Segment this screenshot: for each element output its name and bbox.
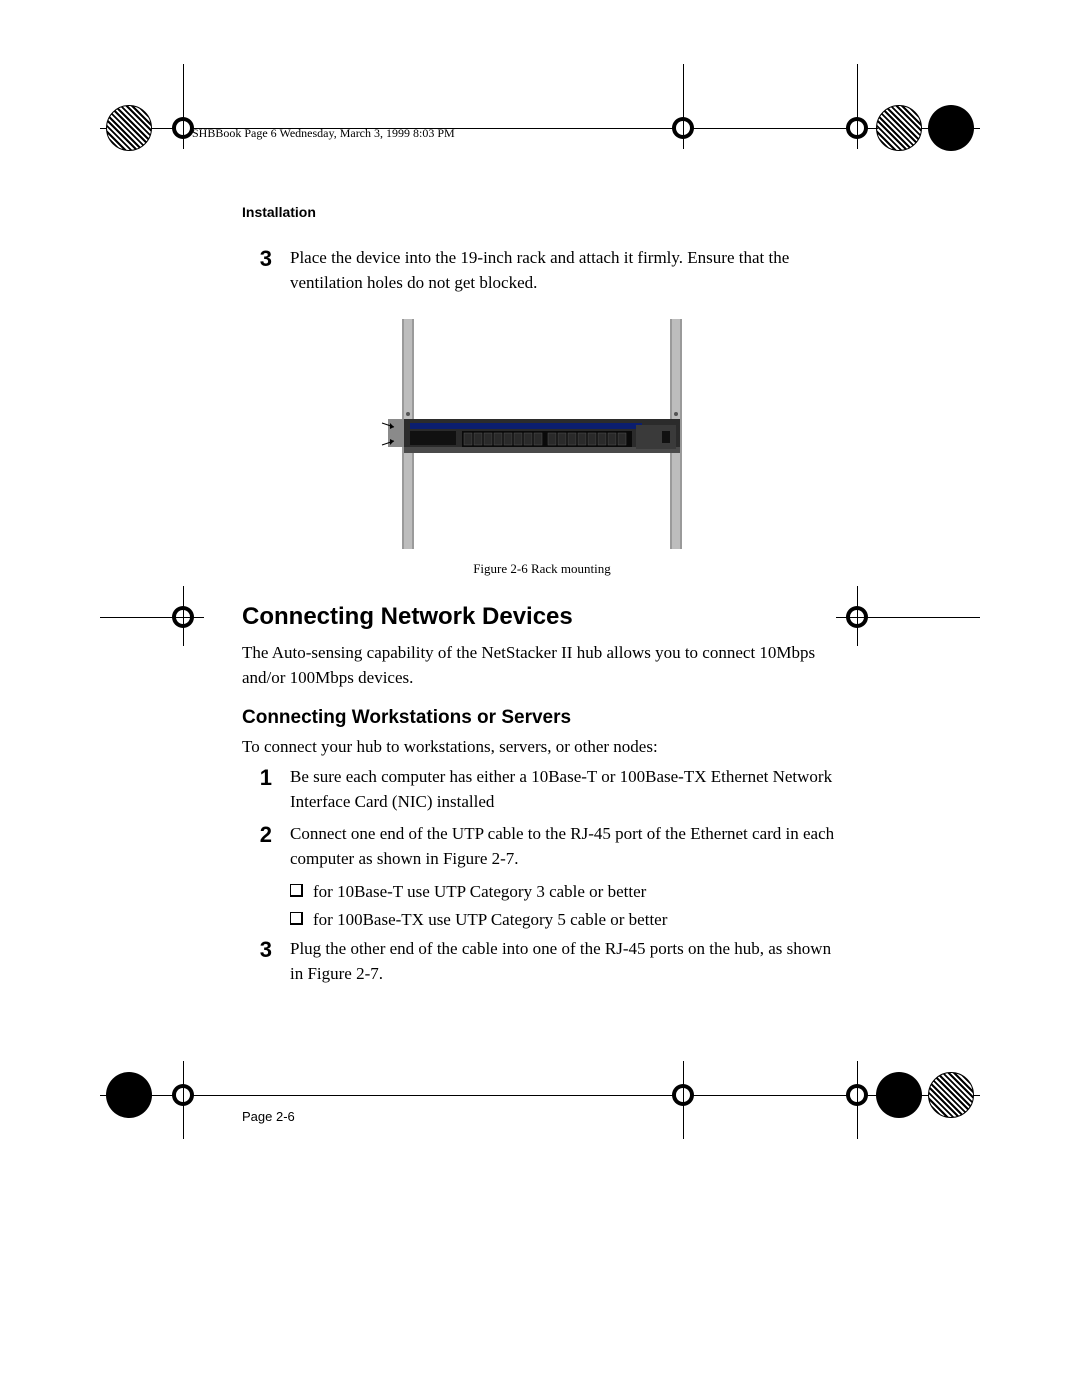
list-step: 1 Be sure each computer has either a 10B… bbox=[242, 765, 842, 814]
install-step: 3 Place the device into the 19-inch rack… bbox=[242, 246, 842, 295]
step-number: 3 bbox=[242, 248, 290, 270]
crop-marks-bottom bbox=[112, 1051, 968, 1141]
figure-caption: Figure 2-6 Rack mounting bbox=[473, 561, 611, 577]
subsection-heading: Connecting Workstations or Servers bbox=[242, 707, 842, 729]
bullet-item: for 100Base-TX use UTP Category 5 cable … bbox=[290, 908, 842, 933]
page-sheet: SHBBook Page 6 Wednesday, March 3, 1999 … bbox=[112, 86, 968, 1196]
step-number: 2 bbox=[242, 824, 290, 846]
print-meta-header: SHBBook Page 6 Wednesday, March 3, 1999 … bbox=[192, 126, 455, 141]
list-step: 2 Connect one end of the UTP cable to th… bbox=[242, 822, 842, 871]
checkbox-bullet-icon bbox=[290, 884, 303, 897]
sub-bullets: for 10Base-T use UTP Category 3 cable or… bbox=[242, 880, 842, 933]
step-text: Be sure each computer has either a 10Bas… bbox=[290, 765, 842, 814]
step-number: 1 bbox=[242, 767, 290, 789]
step-number: 3 bbox=[242, 939, 290, 961]
bullet-item: for 10Base-T use UTP Category 3 cable or… bbox=[290, 880, 842, 905]
intro-paragraph: To connect your hub to workstations, ser… bbox=[242, 735, 842, 760]
step-text: Plug the other end of the cable into one… bbox=[290, 937, 842, 986]
bullet-text: for 10Base-T use UTP Category 3 cable or… bbox=[313, 880, 646, 905]
figure-rack-mounting: Figure 2-6 Rack mounting bbox=[242, 319, 842, 577]
checkbox-bullet-icon bbox=[290, 912, 303, 925]
bullet-text: for 100Base-TX use UTP Category 5 cable … bbox=[313, 908, 667, 933]
step-text: Connect one end of the UTP cable to the … bbox=[290, 822, 842, 871]
rack-mount-illustration bbox=[362, 319, 722, 549]
step-text: Place the device into the 19-inch rack a… bbox=[290, 246, 842, 295]
list-step: 3 Plug the other end of the cable into o… bbox=[242, 937, 842, 986]
crop-marks-mid bbox=[112, 586, 968, 676]
running-header: Installation bbox=[242, 204, 316, 220]
